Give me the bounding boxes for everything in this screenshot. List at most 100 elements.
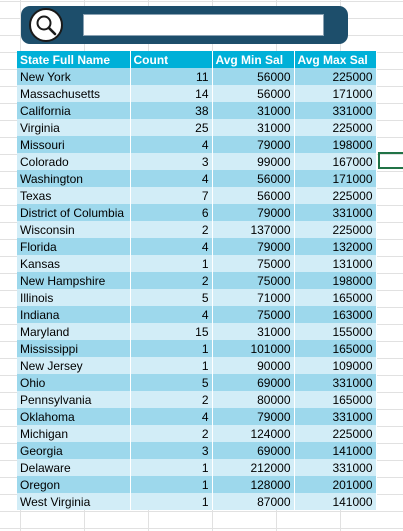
cell-count[interactable]: 6 (130, 204, 213, 221)
cell-state[interactable]: Missouri (17, 136, 131, 153)
cell-avg-max-sal[interactable]: 171000 (294, 85, 377, 102)
cell-count[interactable]: 1 (130, 459, 213, 476)
cell-count[interactable]: 3 (130, 153, 213, 170)
cell-count[interactable]: 3 (130, 442, 213, 459)
cell-avg-min-sal[interactable]: 128000 (212, 476, 295, 493)
cell-avg-min-sal[interactable]: 69000 (212, 442, 295, 459)
cell-count[interactable]: 38 (130, 102, 213, 119)
cell-avg-max-sal[interactable]: 141000 (294, 493, 377, 510)
cell-avg-max-sal[interactable]: 109000 (294, 357, 377, 374)
cell-avg-max-sal[interactable]: 198000 (294, 272, 377, 289)
cell-state[interactable]: Texas (17, 187, 131, 204)
cell-state[interactable]: Delaware (17, 459, 131, 476)
cell-state[interactable]: Washington (17, 170, 131, 187)
cell-state[interactable]: Illinois (17, 289, 131, 306)
cell-count[interactable]: 2 (130, 221, 213, 238)
cell-count[interactable]: 2 (130, 272, 213, 289)
search-button[interactable] (29, 8, 63, 42)
cell-state[interactable]: Georgia (17, 442, 131, 459)
cell-state[interactable]: Oregon (17, 476, 131, 493)
cell-avg-min-sal[interactable]: 137000 (212, 221, 295, 238)
cell-avg-max-sal[interactable]: 331000 (294, 102, 377, 119)
cell-avg-max-sal[interactable]: 155000 (294, 323, 377, 340)
header-avg-max-sal[interactable]: Avg Max Sal (294, 51, 377, 68)
cell-count[interactable]: 2 (130, 391, 213, 408)
cell-avg-min-sal[interactable]: 124000 (212, 425, 295, 442)
cell-count[interactable]: 14 (130, 85, 213, 102)
cell-avg-max-sal[interactable]: 331000 (294, 204, 377, 221)
cell-avg-min-sal[interactable]: 71000 (212, 289, 295, 306)
cell-avg-min-sal[interactable]: 75000 (212, 272, 295, 289)
cell-avg-min-sal[interactable]: 69000 (212, 374, 295, 391)
cell-avg-min-sal[interactable]: 87000 (212, 493, 295, 510)
cell-avg-max-sal[interactable]: 225000 (294, 425, 377, 442)
cell-avg-max-sal[interactable]: 225000 (294, 68, 377, 85)
cell-state[interactable]: California (17, 102, 131, 119)
cell-count[interactable]: 5 (130, 374, 213, 391)
cell-state[interactable]: Ohio (17, 374, 131, 391)
cell-avg-max-sal[interactable]: 163000 (294, 306, 377, 323)
cell-avg-min-sal[interactable]: 56000 (212, 85, 295, 102)
cell-avg-max-sal[interactable]: 331000 (294, 374, 377, 391)
cell-avg-max-sal[interactable]: 165000 (294, 340, 377, 357)
cell-count[interactable]: 15 (130, 323, 213, 340)
cell-avg-min-sal[interactable]: 56000 (212, 68, 295, 85)
cell-state[interactable]: New Hampshire (17, 272, 131, 289)
cell-count[interactable]: 4 (130, 170, 213, 187)
cell-count[interactable]: 11 (130, 68, 213, 85)
cell-avg-min-sal[interactable]: 79000 (212, 408, 295, 425)
cell-count[interactable]: 4 (130, 408, 213, 425)
cell-avg-max-sal[interactable]: 171000 (294, 170, 377, 187)
cell-count[interactable]: 1 (130, 340, 213, 357)
header-avg-min-sal[interactable]: Avg Min Sal (212, 51, 295, 68)
cell-avg-max-sal[interactable]: 198000 (294, 136, 377, 153)
cell-state[interactable]: Virginia (17, 119, 131, 136)
header-state[interactable]: State Full Name (17, 51, 131, 68)
cell-state[interactable]: Florida (17, 238, 131, 255)
cell-avg-min-sal[interactable]: 79000 (212, 238, 295, 255)
cell-avg-max-sal[interactable]: 165000 (294, 289, 377, 306)
cell-state[interactable]: Indiana (17, 306, 131, 323)
cell-count[interactable]: 1 (130, 493, 213, 510)
cell-state[interactable]: West Virginia (17, 493, 131, 510)
cell-state[interactable]: District of Columbia (17, 204, 131, 221)
cell-avg-min-sal[interactable]: 75000 (212, 306, 295, 323)
cell-count[interactable]: 2 (130, 425, 213, 442)
cell-state[interactable]: Wisconsin (17, 221, 131, 238)
cell-state[interactable]: Michigan (17, 425, 131, 442)
cell-avg-min-sal[interactable]: 56000 (212, 170, 295, 187)
cell-avg-min-sal[interactable]: 79000 (212, 204, 295, 221)
cell-avg-min-sal[interactable]: 101000 (212, 340, 295, 357)
cell-count[interactable]: 25 (130, 119, 213, 136)
cell-state[interactable]: New York (17, 68, 131, 85)
cell-avg-min-sal[interactable]: 99000 (212, 153, 295, 170)
cell-avg-max-sal[interactable]: 225000 (294, 221, 377, 238)
cell-avg-min-sal[interactable]: 79000 (212, 136, 295, 153)
cell-state[interactable]: Kansas (17, 255, 131, 272)
cell-avg-max-sal[interactable]: 131000 (294, 255, 377, 272)
cell-count[interactable]: 7 (130, 187, 213, 204)
cell-avg-max-sal[interactable]: 331000 (294, 459, 377, 476)
cell-count[interactable]: 1 (130, 255, 213, 272)
cell-avg-max-sal[interactable]: 132000 (294, 238, 377, 255)
cell-state[interactable]: New Jersey (17, 357, 131, 374)
cell-avg-min-sal[interactable]: 31000 (212, 119, 295, 136)
cell-avg-min-sal[interactable]: 56000 (212, 187, 295, 204)
cell-count[interactable]: 1 (130, 357, 213, 374)
cell-count[interactable]: 4 (130, 238, 213, 255)
cell-avg-min-sal[interactable]: 31000 (212, 102, 295, 119)
cell-state[interactable]: Oklahoma (17, 408, 131, 425)
cell-count[interactable]: 1 (130, 476, 213, 493)
cell-count[interactable]: 4 (130, 306, 213, 323)
cell-state[interactable]: Maryland (17, 323, 131, 340)
cell-avg-max-sal[interactable]: 167000 (294, 153, 377, 170)
cell-avg-min-sal[interactable]: 31000 (212, 323, 295, 340)
cell-avg-max-sal[interactable]: 201000 (294, 476, 377, 493)
cell-avg-max-sal[interactable]: 225000 (294, 119, 377, 136)
cell-state[interactable]: Pennsylvania (17, 391, 131, 408)
cell-avg-max-sal[interactable]: 331000 (294, 408, 377, 425)
cell-state[interactable]: Colorado (17, 153, 131, 170)
search-input[interactable] (83, 14, 324, 36)
cell-avg-min-sal[interactable]: 90000 (212, 357, 295, 374)
cell-state[interactable]: Mississippi (17, 340, 131, 357)
